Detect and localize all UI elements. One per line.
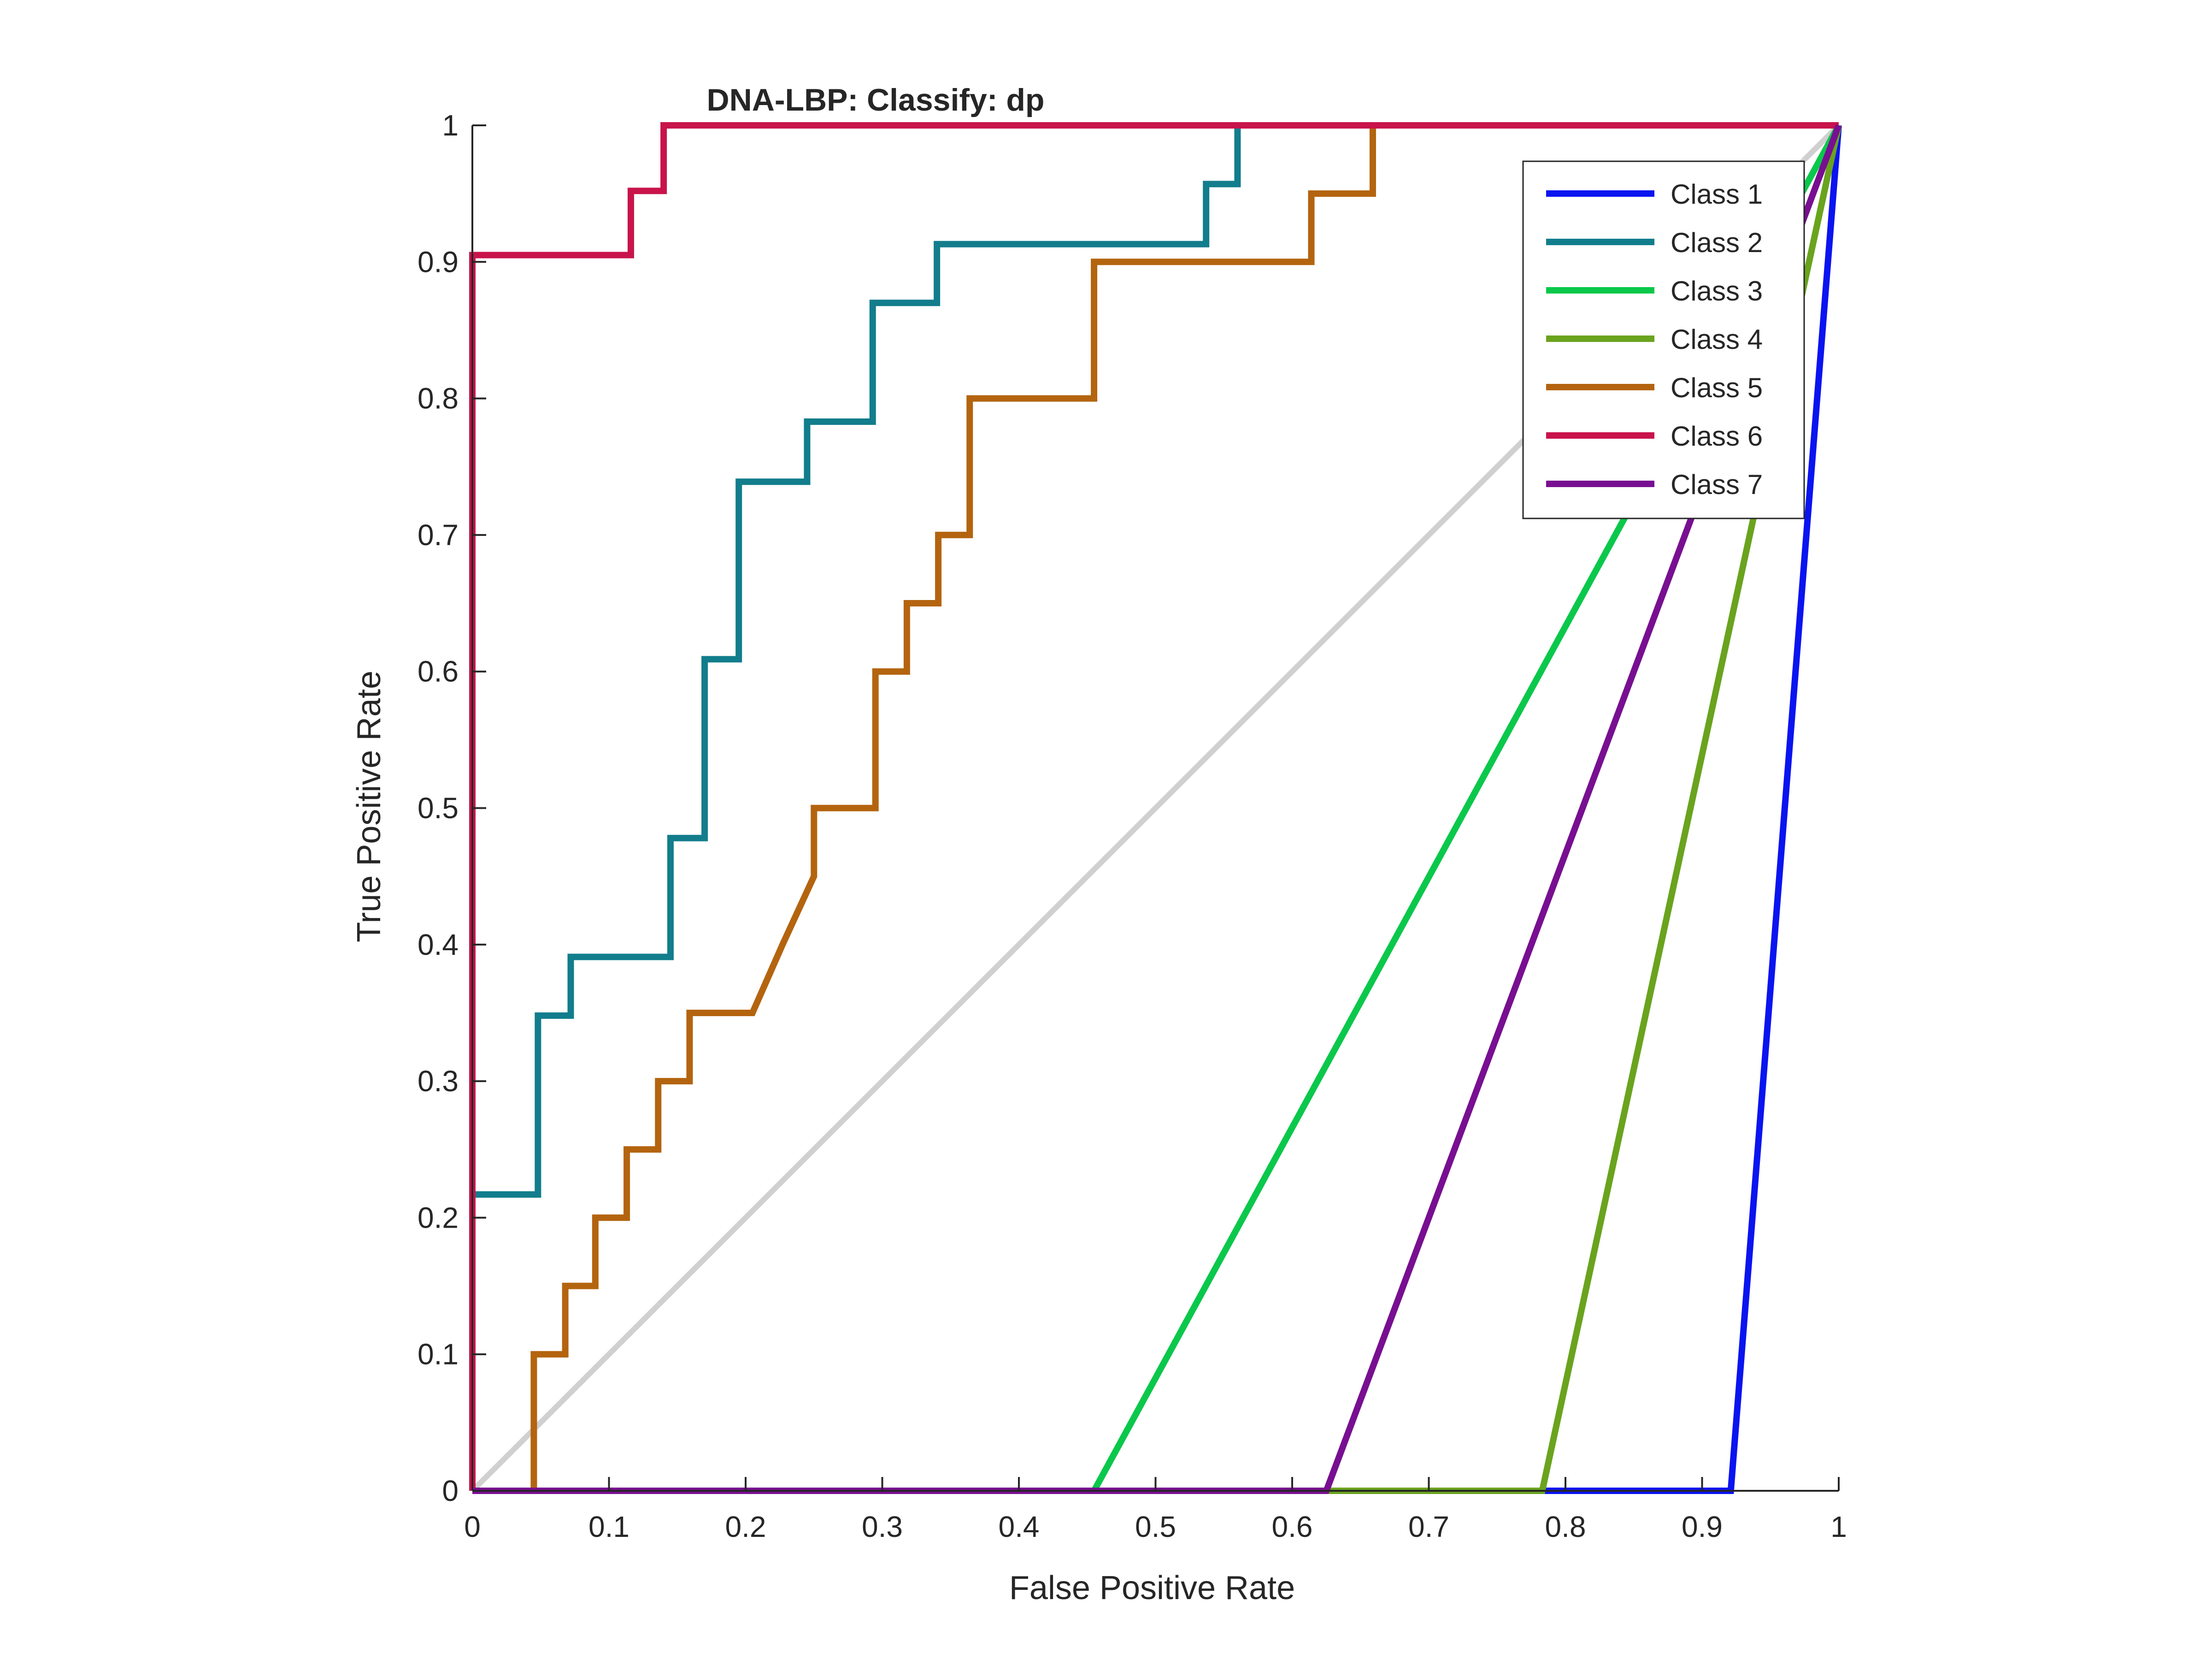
x-tick-label: 0.6 [1272,1510,1313,1543]
y-tick-label: 1 [442,109,459,142]
legend: Class 1 Class 2 Class 3 Class 4 Class 5 Class… [1522,160,1805,519]
y-axis-label: True Positive Rate [351,671,388,942]
axes: 0 0.1 0.2 0.3 0.4 0.5 0.6 0.7 0.8 0.9 1 0 0.1 0.2 0.3 0… [418,109,1847,1543]
legend-entry-label: Class 4 [1671,324,1763,355]
x-tick-label: 0 [464,1510,481,1543]
legend-entry-label: Class 2 [1671,227,1763,258]
y-tick-label: 0.4 [418,928,459,961]
y-tick-label: 0.9 [418,245,459,278]
series-line-class-2 [472,125,1241,1198]
chart-title: DNA-LBP: Classify: dp [707,82,1045,118]
y-tick-label: 0.5 [418,792,459,825]
legend-entry-label: Class 3 [1671,276,1763,306]
x-tick-label: 0.3 [862,1510,903,1543]
y-tick-label: 0.6 [418,655,459,688]
x-tick-label: 0.5 [1135,1510,1176,1543]
x-tick-label: 0.4 [999,1510,1040,1543]
legend-entry-label: Class 1 [1671,179,1763,210]
y-tick-label: 0.2 [418,1201,459,1234]
legend-entry-label: Class 5 [1671,372,1763,403]
x-tick-label: 0.8 [1545,1510,1586,1543]
y-tick-label: 0.1 [418,1338,459,1371]
series-line-class-5 [530,125,1376,1491]
x-tick-label: 0.2 [725,1510,766,1543]
y-tick-label: 0.3 [418,1065,459,1098]
x-tick-label: 0.1 [588,1510,629,1543]
legend-entry-label: Class 6 [1671,421,1763,452]
y-tick-label: 0 [442,1474,459,1507]
x-axis-label: False Positive Rate [1009,1570,1295,1606]
y-tick-label: 0.7 [418,518,459,552]
x-tick-label: 0.9 [1682,1510,1723,1543]
y-tick-label: 0.8 [418,382,459,415]
x-tick-label: 0.7 [1408,1510,1449,1543]
x-tick-label: 1 [1830,1510,1847,1543]
legend-entry-label: Class 7 [1671,469,1763,500]
